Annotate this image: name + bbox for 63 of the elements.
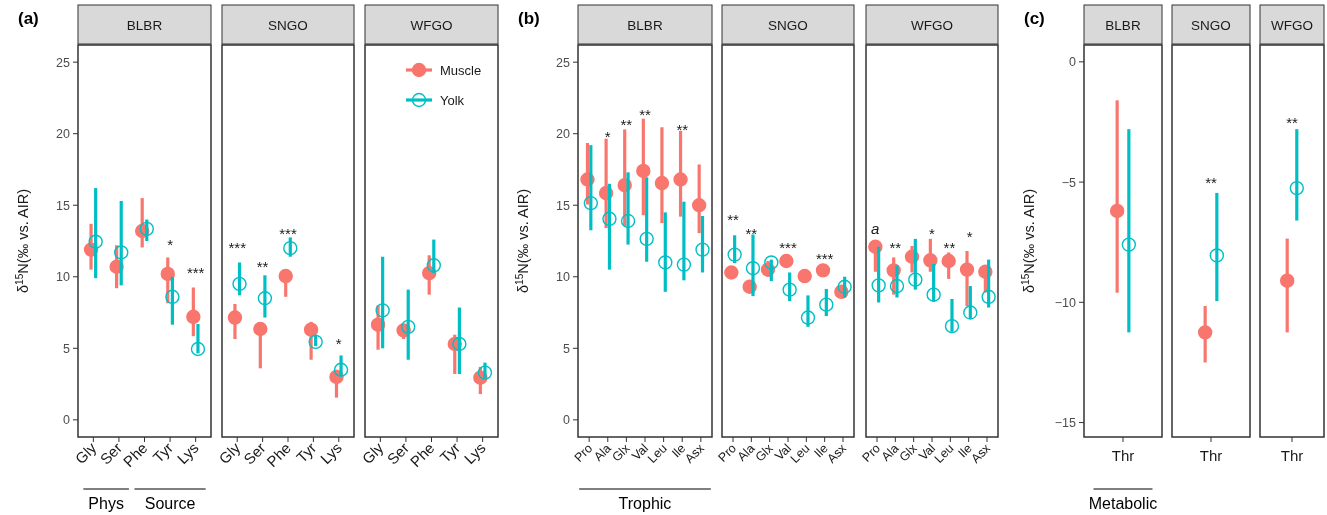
annotation: **	[943, 239, 956, 257]
text: (c)	[1024, 9, 1045, 28]
annotation: **	[620, 115, 633, 133]
text: Phys	[88, 495, 124, 512]
x-tick-label: Thr	[1199, 447, 1223, 464]
text: (a)	[18, 9, 39, 28]
annotation: *	[604, 127, 611, 145]
x-tick-label: Gly	[71, 438, 100, 468]
chart-title: BLBR	[1105, 18, 1141, 33]
annotation: ***	[279, 224, 297, 242]
x-tick-label: Thr	[1111, 447, 1135, 464]
annotation: **	[727, 211, 739, 229]
chart-title: BLBR	[627, 18, 663, 33]
y-tick-label: 0	[1069, 55, 1077, 70]
chart-title: WFGO	[911, 18, 953, 33]
y-tick-label: 15	[556, 198, 571, 213]
y-tick-label: 20	[56, 127, 71, 142]
annotation: ***	[186, 263, 205, 281]
annotation: ***	[815, 250, 834, 268]
x-tick-label: Thr	[1280, 447, 1304, 464]
annotation: a	[870, 219, 880, 237]
annotation: **	[1205, 173, 1217, 191]
y-tick-label: 5	[563, 341, 571, 356]
y-tick-label: −10	[1054, 295, 1077, 310]
legend-label: Yolk	[440, 93, 465, 108]
chart-title: WFGO	[1271, 18, 1313, 33]
annotation: *	[966, 227, 973, 245]
chart-title: BLBR	[126, 18, 163, 33]
y-tick-label: −15	[1054, 416, 1077, 431]
chart-title: SNGO	[1191, 18, 1231, 33]
y-tick-label: 10	[56, 270, 71, 285]
chart-title: SNGO	[268, 18, 308, 33]
y-tick-label: 25	[556, 55, 571, 70]
annotation: **	[1286, 113, 1298, 131]
legend-label: Muscle	[440, 63, 482, 78]
annotation: *	[167, 236, 174, 254]
text: Source	[144, 495, 196, 512]
annotation: *	[929, 224, 936, 242]
annotation: **	[676, 120, 689, 138]
text: Metabolic	[1088, 495, 1158, 512]
annotation: **	[256, 257, 269, 275]
annotation: **	[639, 105, 651, 123]
chart-title: WFGO	[410, 18, 453, 33]
y-tick-label: 25	[56, 55, 71, 70]
annotation: **	[889, 239, 902, 257]
x-tick-label: Pro	[859, 441, 884, 465]
y-tick-label: 20	[556, 127, 571, 142]
y-tick-label: −5	[1061, 175, 1077, 190]
x-tick-label: Pro	[715, 441, 740, 465]
y-tick-label: 15	[56, 198, 71, 213]
text: Trophic	[618, 495, 672, 512]
x-tick-label: Gly	[358, 438, 387, 468]
y-tick-label: 10	[556, 270, 571, 285]
chart-title: SNGO	[768, 18, 808, 33]
annotation: *	[335, 335, 342, 353]
annotation: ***	[779, 238, 797, 256]
x-tick-label: Gly	[215, 438, 244, 468]
y-tick-label: 0	[63, 413, 71, 428]
annotation: **	[745, 224, 758, 242]
annotation: ***	[228, 239, 247, 257]
text: (b)	[518, 9, 540, 28]
y-tick-label: 0	[563, 413, 571, 428]
y-tick-label: 5	[63, 341, 71, 356]
